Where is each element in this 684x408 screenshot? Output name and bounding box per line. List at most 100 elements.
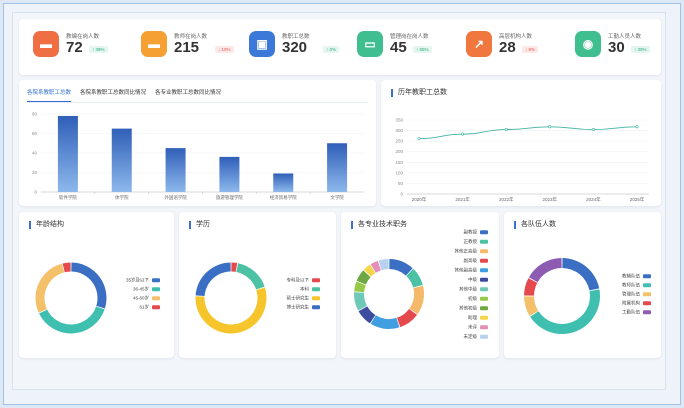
donut-slice[interactable] xyxy=(195,287,267,334)
x-tick-label: 2021年 xyxy=(455,196,470,203)
legend-label: 其他中级 xyxy=(459,286,477,293)
stat-badge: ↓ 8% xyxy=(522,46,539,53)
stat-badge: ↑ 55% xyxy=(413,46,432,53)
x-tick-label: 2020年 xyxy=(412,196,427,203)
legend-label: 其他正高级 xyxy=(455,248,478,255)
donut-slice[interactable] xyxy=(370,315,400,329)
donut-slice[interactable] xyxy=(62,262,71,273)
x-tick-label: 经济贸易学院 xyxy=(270,194,297,201)
legend-label: 博士研究生 xyxy=(287,304,310,311)
legend-label: 中级 xyxy=(468,276,477,283)
legend-swatch xyxy=(480,315,488,320)
data-point[interactable] xyxy=(504,128,508,132)
stat-label: 教师在岗人数 xyxy=(174,34,208,40)
y-tick-label: 200 xyxy=(395,149,403,154)
x-tick-label: 软件学院 xyxy=(59,194,77,201)
donut-slice[interactable] xyxy=(35,263,65,313)
stat-label: 工勤人员人数 xyxy=(608,34,642,40)
data-point[interactable] xyxy=(417,137,421,141)
age-donut-chart: 35岁及以下 36-45岁 46-60岁 61岁 xyxy=(35,262,160,334)
donut-slice[interactable] xyxy=(358,306,376,324)
tab-major-yoy[interactable]: 各专业教职工总数同比情况 xyxy=(155,90,222,96)
data-point[interactable] xyxy=(591,128,595,132)
data-point[interactable] xyxy=(548,125,552,129)
donut-slice[interactable] xyxy=(406,268,423,288)
legend-swatch xyxy=(152,278,160,283)
legend-label: 未评 xyxy=(468,324,477,331)
stat-badge: ↑ 30% xyxy=(631,46,650,53)
line-chart-title: 历年教职工总数 xyxy=(391,89,447,97)
data-point[interactable] xyxy=(461,132,465,136)
bar-chart: 0 20 40 60 80 软件学院 体学院 外国语学院 旅游管理学院 经济贸易学院 文学院 xyxy=(32,112,364,201)
bar[interactable] xyxy=(111,128,132,192)
bar[interactable] xyxy=(273,173,294,192)
legend-swatch xyxy=(312,278,320,283)
donut-slice[interactable] xyxy=(528,258,562,283)
legend-swatch xyxy=(480,287,488,292)
stat-badge: ↓ 10% xyxy=(215,46,234,53)
y-tick-label: 0 xyxy=(400,192,403,197)
donut-slice[interactable] xyxy=(397,308,418,328)
legend-swatch xyxy=(152,287,160,292)
legend-label: 管理队伍 xyxy=(622,291,640,298)
stat-value: 45 xyxy=(390,39,407,56)
chart-tabs: 各院系教职工总数 各院系教职工总数同比情况 各专业教职工总数同比情况 xyxy=(27,88,221,102)
donut-slice[interactable] xyxy=(71,262,107,309)
tab-department-yoy[interactable]: 各院系教职工总数同比情况 xyxy=(80,90,147,96)
donut-slice[interactable] xyxy=(524,296,539,316)
legend-label: 附属机构 xyxy=(622,300,640,307)
x-tick-label: 2025年 xyxy=(630,196,645,203)
x-tick-label: 2024年 xyxy=(586,196,601,203)
donut-slice[interactable] xyxy=(236,263,265,290)
donut-slice[interactable] xyxy=(524,278,538,296)
legend-label: 初级 xyxy=(468,295,477,302)
yearly-line-card: 历年教职工总数 0 50 100 150 200 250 300 350 2020年 2021年 2… xyxy=(381,80,661,206)
tab-department-total[interactable]: 各院系教职工总数 xyxy=(27,88,72,102)
bar[interactable] xyxy=(57,115,78,192)
donut-slice[interactable] xyxy=(231,262,238,272)
donut-slice[interactable] xyxy=(530,289,600,334)
legend-label: 36-45岁 xyxy=(133,286,149,293)
legend-label: 硕士研究生 xyxy=(287,295,310,302)
legend-swatch xyxy=(312,287,320,292)
legend-swatch xyxy=(152,296,160,301)
tab-divider xyxy=(27,102,368,103)
donut-slice[interactable] xyxy=(354,292,367,311)
donut-slice[interactable] xyxy=(356,270,371,285)
donut-slice[interactable] xyxy=(378,259,389,271)
donut-slice[interactable] xyxy=(195,262,231,297)
x-tick-label: 外国语学院 xyxy=(164,194,187,201)
legend-swatch xyxy=(643,283,651,288)
donut-slice[interactable] xyxy=(389,259,413,276)
stat-value: 28 xyxy=(499,39,516,56)
donut-slice[interactable] xyxy=(370,260,381,273)
legend-swatch xyxy=(643,301,651,306)
legend-swatch xyxy=(152,305,160,310)
dashboard: ▬ 教编在岗人数 72 ↑ 39% ▬ 教师在岗人数 215 ↓ 10% ▣ 教职工总数 320 ↑ … xyxy=(12,12,666,390)
y-tick-label: 20 xyxy=(32,170,38,175)
stat-icon: ▭ xyxy=(357,31,383,57)
y-tick-label: 300 xyxy=(395,128,403,133)
donut-slice[interactable] xyxy=(39,306,105,334)
donut-slice[interactable] xyxy=(354,281,366,293)
legend-swatch xyxy=(312,305,320,310)
donut-slice[interactable] xyxy=(409,285,424,315)
stat-value: 72 xyxy=(66,39,83,56)
donut-slice[interactable] xyxy=(562,258,600,291)
age-structure-card: 年龄结构 35岁及以下 36-45岁 46-60岁 61岁 xyxy=(19,212,174,358)
x-tick-label: 旅游管理学院 xyxy=(216,194,243,201)
legend-swatch xyxy=(480,296,488,301)
bar[interactable] xyxy=(327,143,348,192)
x-tick-label: 2022年 xyxy=(499,196,514,203)
y-tick-label: 80 xyxy=(32,112,38,117)
bar[interactable] xyxy=(219,156,240,192)
stat-label: 高层机构人数 xyxy=(499,34,533,40)
department-bar-card: 各院系教职工总数 各院系教职工总数同比情况 各专业教职工总数同比情况 0 20 40… xyxy=(19,80,376,206)
professional-chart-title: 各专业技术职务 xyxy=(351,221,407,229)
stat-value: 320 xyxy=(282,39,308,56)
legend-swatch xyxy=(480,249,488,254)
data-point[interactable] xyxy=(635,125,639,129)
donut-slice[interactable] xyxy=(363,264,376,277)
bar[interactable] xyxy=(165,148,186,192)
